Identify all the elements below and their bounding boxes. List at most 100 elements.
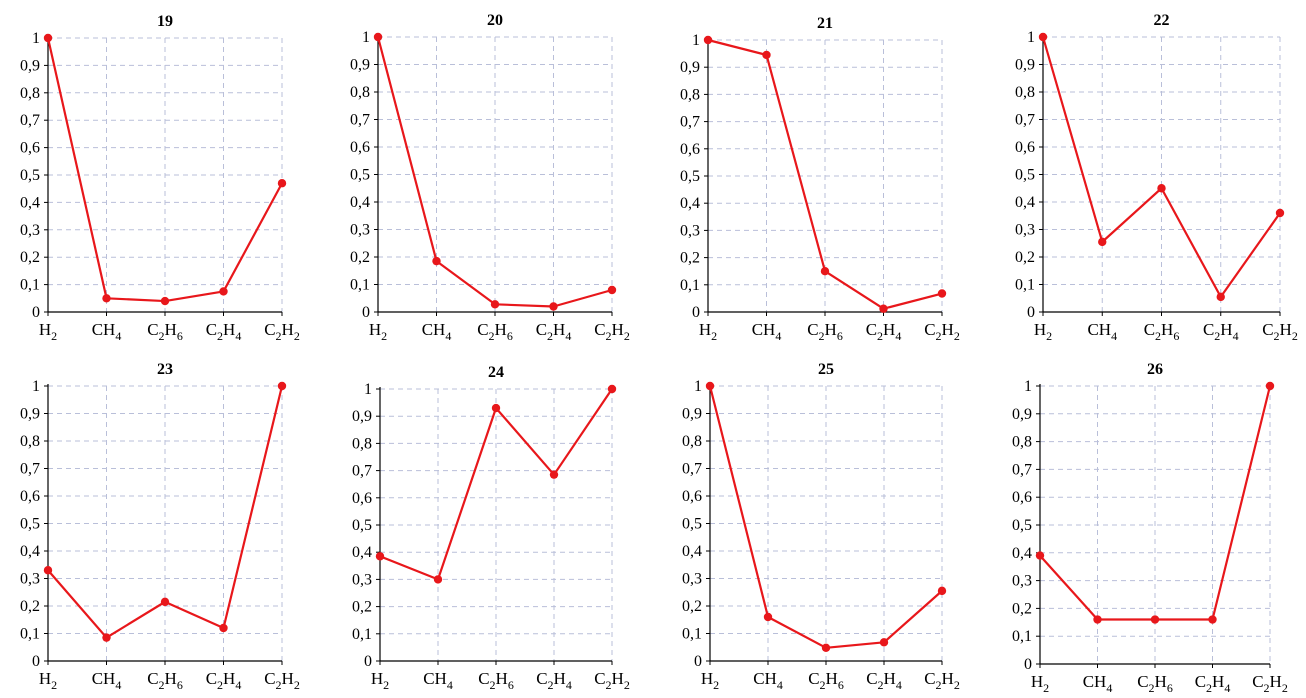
data-point-c2h4 [1208, 615, 1217, 624]
data-point-c2h6 [821, 643, 831, 652]
data-point-c2h6 [820, 267, 830, 276]
y-tick-label: 0,7 [1015, 112, 1035, 129]
data-point-c2h4 [879, 304, 888, 313]
y-tick-label: 0,2 [20, 598, 40, 615]
y-tick-label: 0,2 [350, 249, 370, 266]
data-point-ch4 [1098, 237, 1107, 247]
y-tick-label: 0,6 [1012, 489, 1032, 506]
y-tick-label: 0 [364, 653, 372, 670]
data-point-ch4 [102, 294, 111, 303]
y-tick-label: 0,4 [20, 543, 40, 560]
y-tick-label: 0,4 [352, 544, 372, 561]
y-tick-label: 0,4 [1015, 194, 1035, 211]
y-tick-label: 0,5 [680, 168, 700, 185]
y-tick-label: 0,2 [20, 249, 40, 266]
y-tick-label: 0,9 [20, 57, 40, 74]
y-tick-label: 0,3 [20, 222, 40, 239]
y-tick-label: 0,6 [20, 488, 40, 505]
chart-panel-25: 25 0 0,1 0,2 0,3 0,4 0,5 0,6 0,7 0,8 0,9 1 H2 CH4 C2H6… [682, 361, 960, 692]
x-tick-label: C2H6 [807, 320, 843, 343]
x-tick-label: C2H4 [206, 320, 242, 343]
y-tick-label: 0,1 [350, 277, 370, 294]
y-tick-label: 1 [364, 381, 372, 398]
data-point-h2 [43, 566, 53, 575]
x-tick-label: CH4 [422, 320, 452, 343]
y-tick-label: 0,3 [682, 571, 702, 588]
y-tick-label: 0,8 [20, 85, 40, 102]
chart-panel-21: 21 0 0,1 0,2 0,3 0,4 0,5 0,6 0,7 0,8 0,9 1 H2 CH4 C2H6… [680, 15, 960, 343]
data-point-ch4 [1093, 615, 1102, 624]
chart-title: 25 [818, 361, 834, 378]
data-point-ch4 [432, 256, 441, 266]
data-point-c2h4 [219, 287, 228, 296]
y-tick-label: 0,8 [350, 84, 370, 101]
y-tick-label: 0,1 [20, 626, 40, 643]
y-tick-label: 0,4 [20, 194, 40, 211]
chart-title: 21 [817, 15, 833, 32]
y-tick-label: 0,1 [1015, 277, 1035, 294]
x-tick-label: C2H2 [594, 320, 630, 343]
data-point-c2h2 [1265, 381, 1275, 391]
data-point-c2h4 [1216, 292, 1225, 302]
data-point-ch4 [762, 50, 771, 60]
data-point-c2h6 [1150, 615, 1160, 624]
y-tick-label: 0 [362, 304, 370, 321]
x-tick-label: CH4 [1083, 672, 1113, 695]
y-tick-label: 0,2 [1015, 249, 1035, 266]
y-tick-label: 0,3 [20, 571, 40, 588]
chart-title: 19 [157, 13, 173, 30]
y-tick-label: 0,8 [1015, 84, 1035, 101]
chart-panel-19: 19 0 0,1 0,2 0,3 0,4 0,5 0,6 0,7 0,8 0,9 1 H2 CH4 C2H6… [20, 13, 300, 343]
y-tick-label: 0,6 [350, 139, 370, 156]
y-tick-label: 0,5 [350, 167, 370, 184]
data-point-c2h2 [937, 586, 947, 596]
data-point-c2h6 [160, 296, 170, 306]
y-tick-label: 0,6 [682, 488, 702, 505]
y-tick-label: 0,1 [1012, 628, 1032, 645]
data-point-c2h2 [607, 384, 617, 394]
x-tick-label: C2H6 [477, 320, 513, 343]
data-point-c2h4 [549, 470, 559, 479]
data-point-c2h6 [491, 403, 501, 413]
y-tick-label: 0,7 [680, 114, 700, 131]
chart-title: 24 [488, 364, 504, 381]
x-tick-label: H2 [1031, 672, 1049, 695]
y-tick-label: 0,8 [20, 433, 40, 450]
chart-title: 20 [487, 12, 503, 29]
y-tick-label: 0,1 [680, 277, 700, 294]
y-tick-label: 0,2 [680, 250, 700, 267]
chart-panel-23: 23 0 0,1 0,2 0,3 0,4 0,5 0,6 0,7 0,8 0,9 1 H2 CH4 C2H6… [20, 361, 300, 692]
chart-title: 23 [157, 361, 173, 378]
x-tick-label: H2 [39, 320, 57, 343]
y-tick-label: 0,5 [1015, 167, 1035, 184]
data-point-c2h6 [1157, 184, 1166, 193]
y-tick-label: 0 [692, 304, 700, 321]
chart-title: 26 [1147, 361, 1163, 378]
data-point-h2 [1035, 551, 1045, 560]
x-tick-label: H2 [39, 669, 57, 692]
y-tick-label: 0 [32, 653, 40, 670]
y-tick-label: 1 [1027, 29, 1035, 46]
x-tick-label: CH4 [423, 669, 453, 692]
x-tick-label: C2H4 [536, 669, 572, 692]
y-tick-label: 0,8 [680, 86, 700, 103]
y-tick-label: 0,9 [682, 406, 702, 423]
y-tick-label: 0 [1027, 304, 1035, 321]
x-tick-label: C2H2 [1252, 672, 1288, 695]
x-tick-label: C2H2 [264, 320, 300, 343]
y-tick-label: 0,8 [1012, 434, 1032, 451]
y-tick-label: 0,2 [682, 598, 702, 615]
data-point-h2 [1038, 32, 1048, 42]
x-tick-label: C2H2 [924, 320, 960, 343]
y-tick-label: 1 [362, 29, 370, 46]
y-tick-label: 0 [32, 304, 40, 321]
y-tick-label: 0,7 [352, 463, 372, 480]
y-tick-label: 0,4 [682, 543, 702, 560]
x-tick-label: H2 [371, 669, 389, 692]
y-tick-label: 0,1 [682, 626, 702, 643]
x-tick-label: C2H2 [1262, 320, 1298, 343]
data-point-c2h6 [160, 597, 170, 607]
y-tick-label: 0,8 [352, 435, 372, 452]
y-tick-label: 1 [32, 30, 40, 47]
x-tick-label: C2H4 [536, 320, 572, 343]
